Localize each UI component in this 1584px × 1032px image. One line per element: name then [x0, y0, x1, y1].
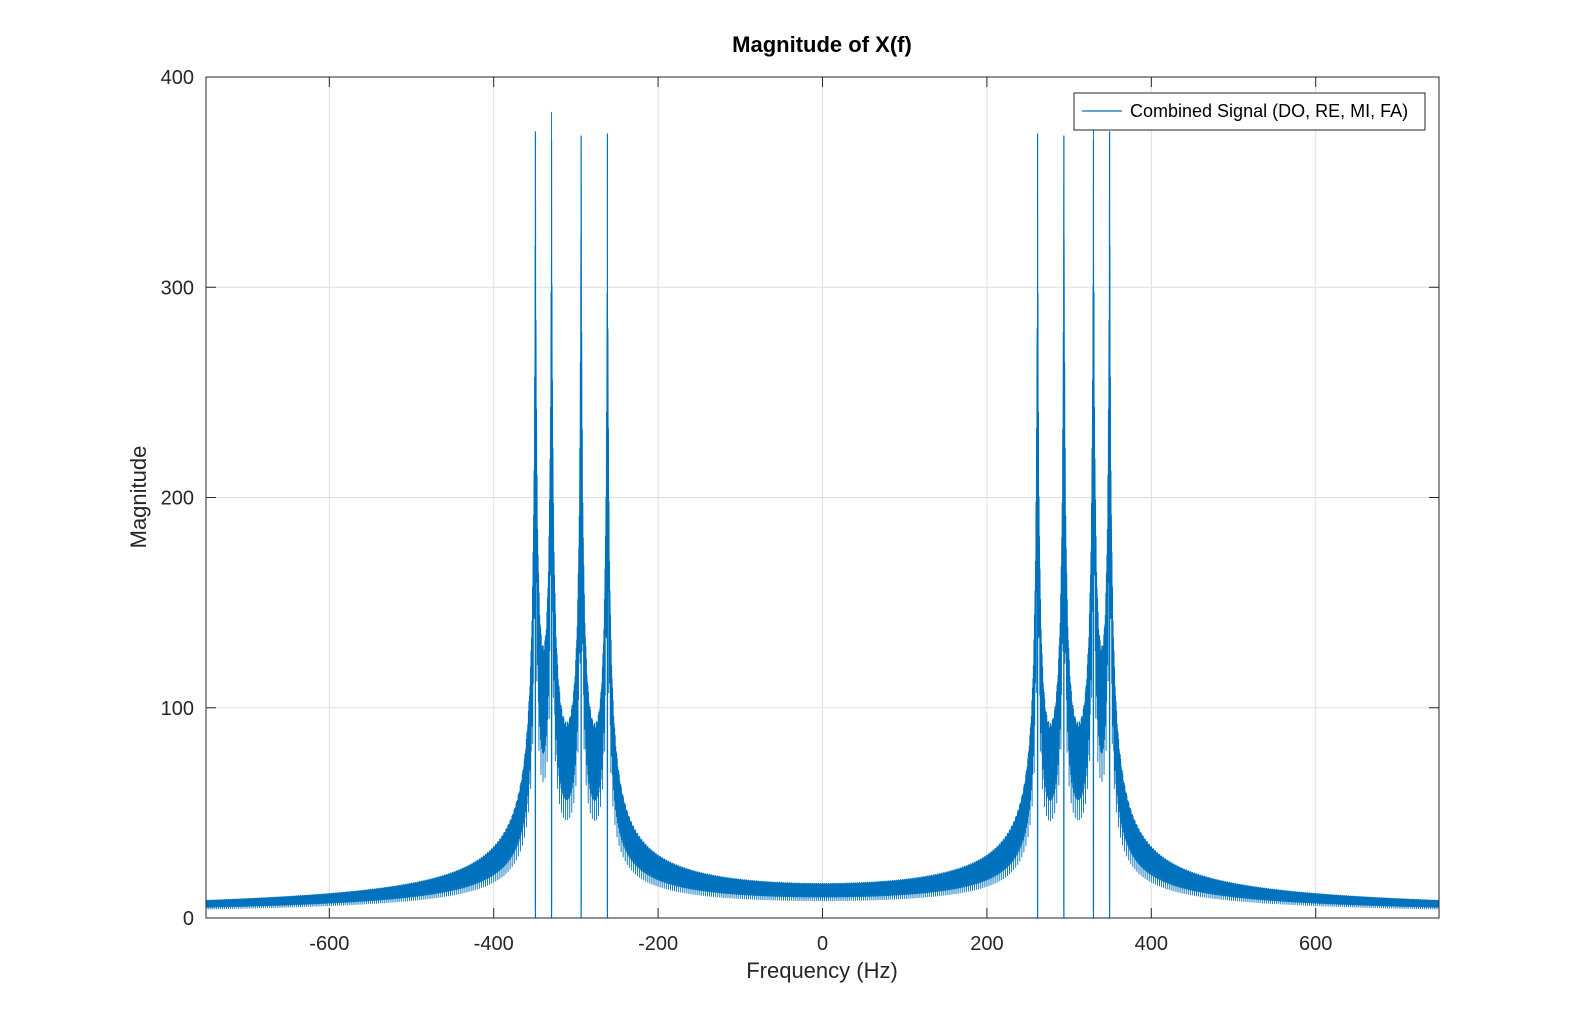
y-tick-label: 200: [161, 488, 194, 510]
series-layer: [205, 111, 1440, 918]
y-tick-label: 400: [161, 67, 194, 89]
y-tick-label: 300: [161, 277, 194, 299]
y-tick-label: 100: [161, 698, 194, 720]
x-tick-label: -200: [638, 933, 678, 955]
chart-title: Magnitude of X(f): [732, 32, 912, 57]
legend-entry-combined-signal: Combined Signal (DO, RE, MI, FA): [1130, 101, 1408, 121]
y-axis-label: Magnitude: [126, 446, 151, 549]
x-tick-label: -600: [309, 933, 349, 955]
x-tick-label: -400: [474, 933, 514, 955]
legend-box: [1073, 92, 1426, 131]
x-tick-label: 200: [970, 933, 1003, 955]
x-tick-label: 600: [1299, 933, 1332, 955]
y-tick-label: 0: [183, 908, 194, 930]
legend[interactable]: Combined Signal (DO, RE, MI, FA): [1073, 92, 1426, 131]
x-tick-label: 0: [817, 933, 828, 955]
x-tick-label: 400: [1135, 933, 1168, 955]
ticks: -600 -400 -200 0 200 400 600 0 100 200 300 400: [161, 67, 1439, 955]
x-axis-label: Frequency (Hz): [746, 958, 898, 983]
series-line-combined-signal: [205, 111, 1440, 911]
